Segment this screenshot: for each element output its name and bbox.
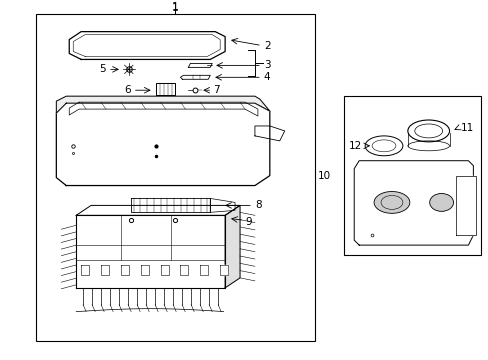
Polygon shape [56, 103, 269, 185]
Text: 6: 6 [124, 85, 131, 95]
Polygon shape [220, 265, 227, 275]
Polygon shape [101, 265, 109, 275]
Polygon shape [81, 265, 89, 275]
Polygon shape [76, 215, 224, 288]
Polygon shape [180, 75, 210, 79]
Polygon shape [160, 265, 168, 275]
Polygon shape [131, 198, 210, 212]
Text: 3: 3 [264, 60, 270, 71]
Polygon shape [224, 206, 240, 288]
Polygon shape [254, 126, 284, 141]
Polygon shape [454, 176, 475, 235]
Text: 9: 9 [244, 217, 251, 227]
Text: 12: 12 [348, 141, 362, 151]
Ellipse shape [429, 193, 452, 211]
Polygon shape [76, 206, 240, 215]
Text: 1: 1 [172, 2, 179, 12]
Bar [344, 96, 480, 255]
Polygon shape [141, 265, 148, 275]
Polygon shape [155, 83, 175, 95]
Bar [37, 14, 314, 341]
Ellipse shape [373, 192, 409, 213]
Polygon shape [121, 265, 128, 275]
Text: 10: 10 [318, 171, 331, 181]
Text: 5: 5 [99, 64, 106, 75]
Polygon shape [200, 265, 208, 275]
Text: 2: 2 [264, 41, 270, 50]
Text: 1: 1 [172, 3, 179, 13]
Text: 7: 7 [213, 85, 220, 95]
Polygon shape [353, 161, 472, 245]
Polygon shape [56, 96, 269, 113]
Text: 11: 11 [460, 123, 473, 133]
Text: 8: 8 [254, 201, 261, 210]
Text: 4: 4 [264, 72, 270, 82]
Polygon shape [180, 265, 188, 275]
Polygon shape [69, 32, 224, 59]
Polygon shape [210, 198, 235, 212]
Polygon shape [188, 63, 212, 67]
